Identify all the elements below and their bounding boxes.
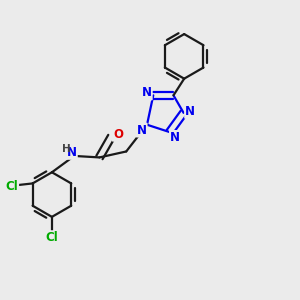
Text: N: N: [170, 131, 180, 144]
Text: N: N: [137, 124, 147, 136]
Text: O: O: [113, 128, 123, 141]
Text: N: N: [67, 146, 77, 159]
Text: N: N: [142, 86, 152, 100]
Text: H: H: [61, 143, 70, 154]
Text: Cl: Cl: [5, 180, 18, 193]
Text: Cl: Cl: [46, 231, 58, 244]
Text: N: N: [185, 105, 195, 118]
